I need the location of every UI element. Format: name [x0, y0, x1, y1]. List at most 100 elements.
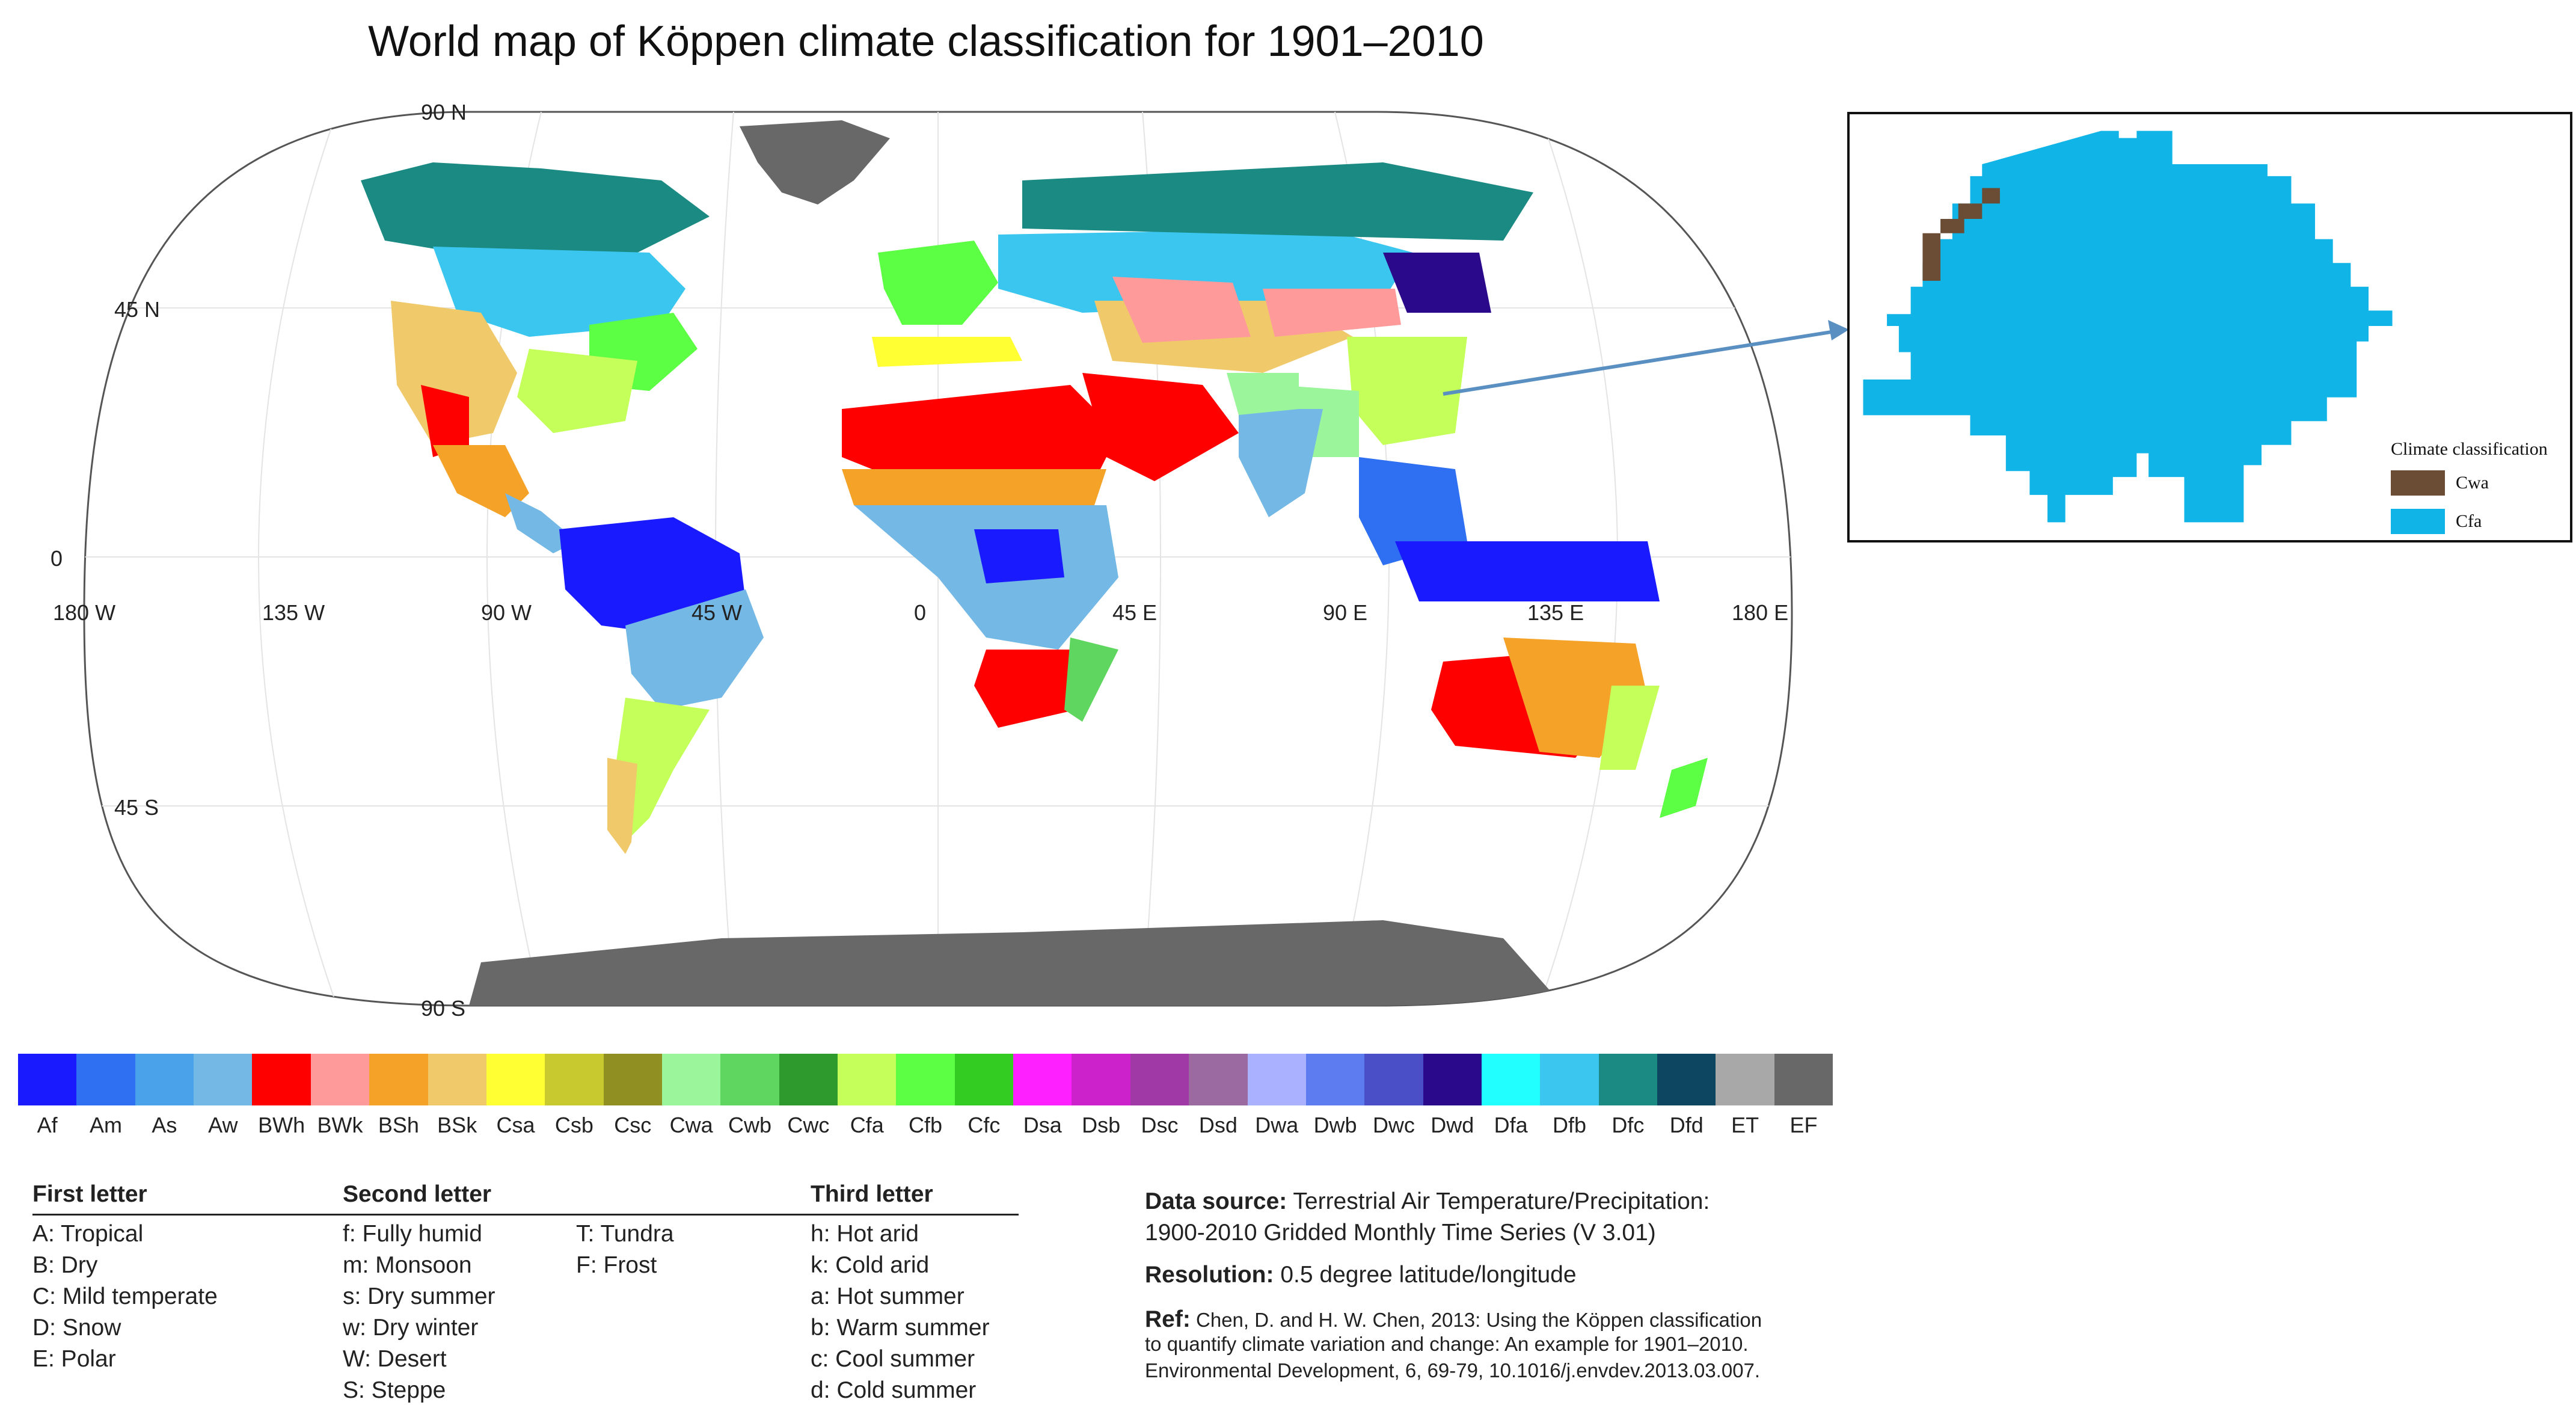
colorbar-swatch-dsb — [1072, 1054, 1130, 1105]
first-letter-item: D: Snow — [32, 1315, 121, 1341]
inset-label-cwa: Cwa — [2456, 473, 2489, 493]
colorbar-label-cwb: Cwb — [728, 1113, 771, 1137]
lon-label-180w: 180 W — [53, 600, 116, 625]
lat-label-45n: 45 N — [114, 297, 161, 322]
reference: Ref: Chen, D. and H. W. Chen, 2013: Usin… — [1145, 1306, 1762, 1333]
colorbar-label-cfa: Cfa — [850, 1113, 884, 1137]
second-letter-item: F: Frost — [576, 1252, 657, 1278]
colorbar-swatch-dwd — [1423, 1054, 1482, 1105]
data-source-label: Data source: — [1145, 1188, 1287, 1214]
inset-label-cfa: Cfa — [2456, 511, 2482, 531]
colorbar-label-ef: EF — [1789, 1113, 1818, 1137]
south-africa-east — [1064, 638, 1118, 722]
colorbar-label-af: Af — [37, 1113, 58, 1137]
congo — [974, 529, 1064, 583]
colorbar-swatch-csc — [603, 1054, 662, 1105]
colorbar-label-dwc: Dwc — [1372, 1113, 1415, 1137]
colorbar-swatch-dfa — [1481, 1054, 1541, 1105]
colorbar-label-csa: Csa — [496, 1113, 535, 1137]
second-letter-item: w: Dry winter — [343, 1315, 479, 1341]
second-letter-item: S: Steppe — [343, 1377, 446, 1403]
lat-label-90n: 90 N — [421, 100, 467, 124]
himalaya — [1227, 373, 1299, 415]
southeast-asia — [1359, 457, 1467, 565]
first-letter-item: B: Dry — [32, 1252, 98, 1278]
colorbar-label-dwd: Dwd — [1431, 1113, 1474, 1137]
siberia-tundra — [1022, 162, 1533, 241]
climate-colorbar — [18, 1054, 1833, 1105]
north-america-southeast — [517, 349, 637, 433]
antarctica — [469, 920, 1563, 1006]
europe-mediterranean — [872, 337, 1022, 367]
colorbar-label-csc: Csc — [614, 1113, 652, 1137]
data-source: Data source: Terrestrial Air Temperature… — [1145, 1188, 1710, 1215]
lon-label-90w: 90 W — [481, 600, 532, 625]
colorbar-label-cfb: Cfb — [909, 1113, 943, 1137]
second-letter-item: s: Dry summer — [343, 1283, 495, 1309]
reference-label: Ref: — [1145, 1306, 1191, 1332]
australia-east — [1599, 686, 1660, 770]
south-america-south — [613, 698, 710, 842]
sahara — [842, 385, 1118, 481]
siberia-east — [1383, 253, 1491, 313]
colorbar-label-dsb: Dsb — [1082, 1113, 1121, 1137]
colorbar-swatch-dfc — [1598, 1054, 1658, 1105]
lon-label-135w: 135 W — [262, 600, 325, 625]
inset-swatch-cfa — [2391, 509, 2445, 534]
inset-cfa-region — [1863, 131, 2393, 523]
north-america-tundra — [361, 162, 710, 259]
third-letter-item: k: Cold arid — [811, 1252, 930, 1278]
inset-arrow-head — [1828, 320, 1849, 340]
first-letter-item: E: Polar — [32, 1346, 116, 1372]
new-zealand — [1660, 758, 1708, 818]
first-letter-item: A: Tropical — [32, 1221, 144, 1247]
brazil-savanna — [625, 589, 764, 710]
colorbar-label-et: ET — [1731, 1113, 1759, 1137]
colorbar-label-bsk: BSk — [437, 1113, 477, 1137]
resolution-value: 0.5 degree latitude/longitude — [1280, 1262, 1577, 1288]
second-letter-heading: Second letter — [343, 1181, 492, 1207]
first-letter-item: C: Mild temperate — [32, 1283, 218, 1309]
reference-line3: Environmental Development, 6, 69-79, 10.… — [1145, 1359, 1761, 1382]
colorbar-swatch-bwk — [310, 1054, 370, 1105]
colorbar-swatch-cwa — [661, 1054, 721, 1105]
colorbar-swatch-cwc — [779, 1054, 838, 1105]
third-letter-item: a: Hot summer — [811, 1283, 964, 1309]
data-source-line1: Terrestrial Air Temperature/Precipitatio… — [1293, 1188, 1710, 1214]
third-letter-item: b: Warm summer — [811, 1315, 990, 1341]
third-letter-item: c: Cool summer — [811, 1346, 975, 1372]
first-letter-heading: First letter — [32, 1181, 147, 1207]
lon-label-135e: 135 E — [1527, 600, 1584, 625]
third-letter-item: d: Cold summer — [811, 1377, 977, 1403]
second-letter-item: W: Desert — [343, 1346, 447, 1372]
central-america — [505, 493, 577, 553]
colorbar-label-bwk: BWk — [317, 1113, 363, 1137]
colorbar-label-csb: Csb — [554, 1113, 593, 1137]
lon-label-45w: 45 W — [692, 600, 743, 625]
reference-line1: Chen, D. and H. W. Chen, 2013: Using the… — [1196, 1309, 1762, 1331]
inset-legend-title: Climate classification — [2391, 439, 2548, 459]
colorbar-swatch-as — [135, 1054, 194, 1105]
colorbar-swatch-bsh — [369, 1054, 428, 1105]
tibet-cold-desert — [1112, 277, 1251, 343]
resolution-label: Resolution: — [1145, 1262, 1274, 1288]
second-letter-item: m: Monsoon — [343, 1252, 472, 1278]
colorbar-swatch-csb — [545, 1054, 604, 1105]
colorbar-swatch-af — [18, 1054, 77, 1105]
colorbar-swatch-cfa — [838, 1054, 897, 1105]
colorbar-swatch-dsd — [1189, 1054, 1248, 1105]
lon-label-180e: 180 E — [1732, 600, 1789, 625]
third-letter-item: h: Hot arid — [811, 1221, 919, 1247]
colorbar-swatch-et — [1716, 1054, 1774, 1105]
colorbar-swatch-aw — [194, 1054, 253, 1105]
east-china — [1347, 337, 1467, 445]
colorbar-label-bsh: BSh — [378, 1113, 419, 1137]
lon-label-45e: 45 E — [1112, 600, 1158, 625]
colorbar-swatch-cwb — [720, 1054, 779, 1105]
india — [1239, 409, 1323, 517]
resolution: Resolution: 0.5 degree latitude/longitud… — [1145, 1262, 1577, 1288]
mongolia — [1263, 289, 1401, 337]
colorbar-label-bwh: BWh — [258, 1113, 305, 1137]
colorbar-swatch-bsk — [428, 1054, 486, 1105]
colorbar-swatch-bwh — [252, 1054, 311, 1105]
